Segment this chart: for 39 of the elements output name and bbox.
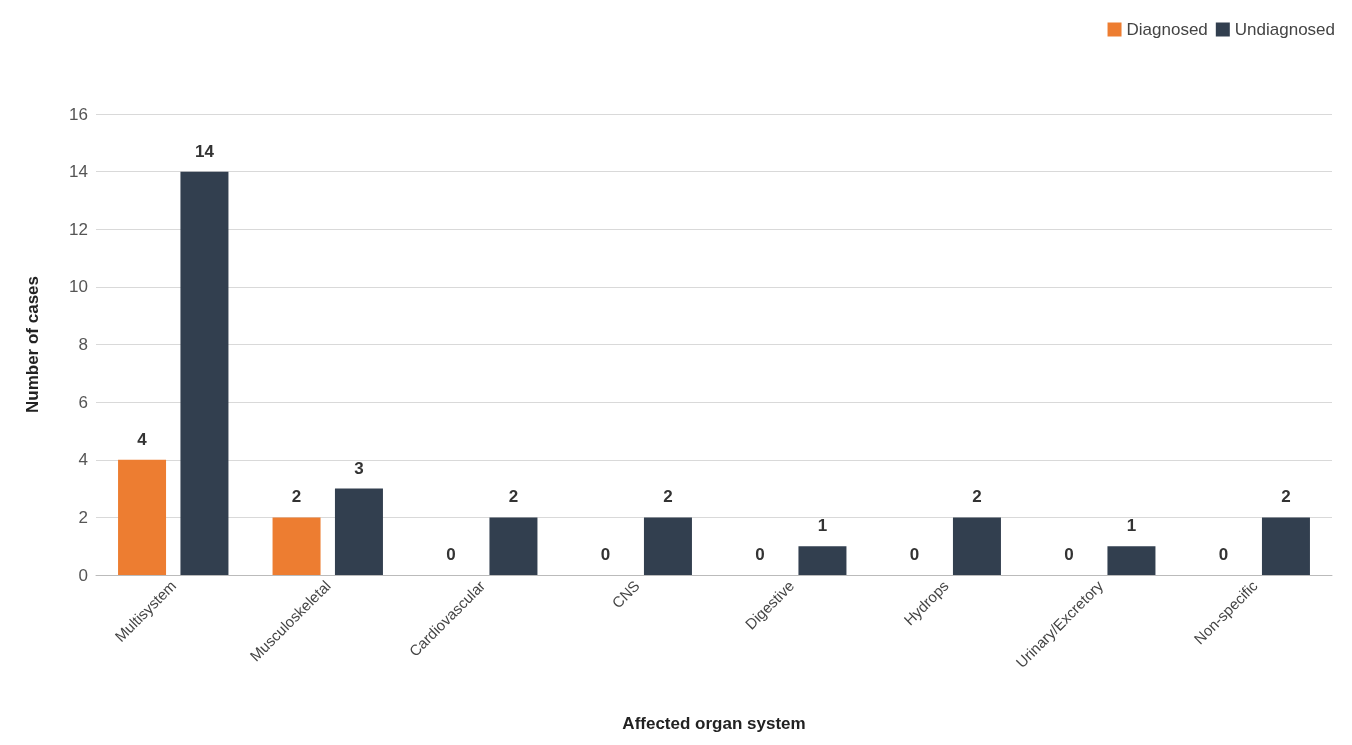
data-label: 0	[1218, 545, 1229, 564]
data-label: 2	[663, 487, 673, 507]
y-axis-title: Number of cases	[23, 276, 42, 413]
y-tick-label: 10	[69, 277, 88, 297]
x-axis-title: Affected organ system	[622, 714, 806, 733]
y-tick-label: 6	[78, 392, 88, 412]
data-label: 3	[354, 458, 364, 478]
data-label: 1	[1126, 516, 1137, 536]
legend-label: Diagnosed	[1126, 20, 1208, 39]
data-label: 0	[1064, 545, 1074, 564]
bar	[798, 546, 847, 575]
data-label: 0	[909, 545, 920, 564]
bar	[1261, 517, 1310, 575]
data-label: 14	[194, 141, 215, 161]
y-tick-label: 12	[69, 219, 88, 239]
bar	[118, 459, 167, 575]
data-label: 2	[508, 487, 519, 507]
bar	[180, 171, 229, 575]
data-label: 0	[755, 545, 765, 564]
data-label: 0	[600, 545, 611, 564]
y-tick-label: 2	[78, 507, 88, 527]
y-tick-label: 8	[78, 335, 88, 354]
y-tick-label: 4	[78, 450, 88, 470]
bar	[1107, 546, 1156, 575]
y-tick-label: 16	[69, 104, 88, 124]
y-tick-label: 0	[78, 565, 88, 585]
bar	[489, 517, 538, 575]
bar	[334, 488, 383, 575]
data-label: 0	[446, 545, 456, 564]
bar	[272, 517, 321, 575]
legend-label: Undiagnosed	[1234, 20, 1336, 39]
bar	[643, 517, 692, 575]
data-label: 2	[972, 487, 982, 507]
bar	[952, 517, 1001, 575]
data-label: 1	[817, 516, 828, 536]
y-tick-label: 14	[69, 162, 88, 182]
data-label: 2	[1281, 487, 1291, 507]
data-label: 4	[137, 429, 148, 449]
data-label: 2	[291, 487, 302, 507]
